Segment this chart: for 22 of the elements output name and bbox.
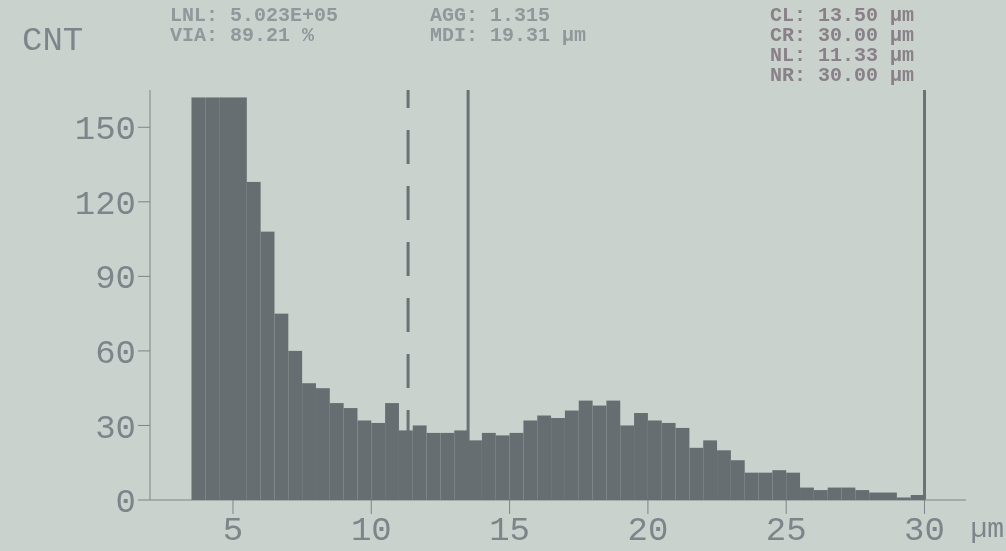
y-tick-label: 120 — [74, 185, 136, 224]
y-tick-label: 60 — [95, 334, 136, 373]
text: CR: 30.00 µm — [770, 24, 915, 47]
x-tick-label: 15 — [489, 512, 530, 551]
y-tick-label: 30 — [95, 409, 136, 448]
text: VIA: 89.21 % — [170, 24, 315, 47]
x-tick-label: 5 — [222, 512, 244, 551]
text: NL: 11.33 µm — [770, 44, 915, 67]
text: AGG: 1.315 — [430, 4, 551, 27]
y-tick-label: 0 — [115, 484, 136, 523]
text: MDI: 19.31 µm — [430, 24, 587, 47]
x-axis-title: µm — [970, 514, 1004, 545]
x-tick-label: 20 — [627, 512, 669, 551]
text: CL: 13.50 µm — [770, 4, 915, 27]
y-tick-label: 90 — [95, 260, 136, 299]
text: LNL: 5.023E+05 — [170, 4, 339, 27]
y-axis-title: CNT — [22, 22, 84, 60]
text: NR: 30.00 µm — [770, 64, 915, 87]
x-tick-label: 10 — [350, 512, 392, 551]
x-tick-label: 25 — [765, 512, 807, 551]
x-tick-label: 30 — [904, 512, 945, 551]
y-tick-label: 150 — [74, 111, 136, 150]
